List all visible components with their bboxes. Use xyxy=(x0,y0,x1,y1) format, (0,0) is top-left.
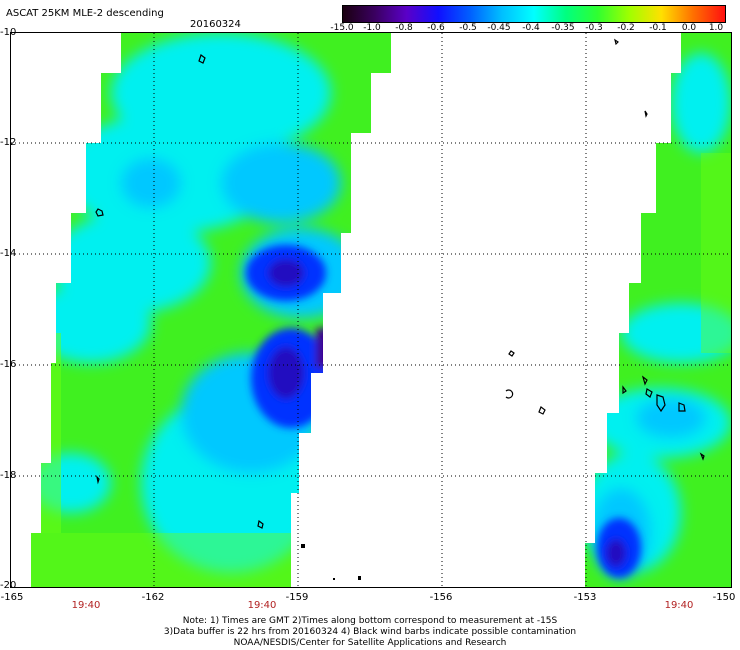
lat-label: -12 xyxy=(0,137,17,148)
lat-label: -10 xyxy=(0,27,17,38)
note-line: NOAA/NESDIS/Center for Satellite Applica… xyxy=(233,638,507,648)
lon-label: -153 xyxy=(573,592,597,603)
note-line: Note: 1) Times are GMT 2)Times along bot… xyxy=(182,616,558,626)
product-date: 20160324 xyxy=(190,19,241,30)
time-label: 19:40 xyxy=(664,600,694,611)
lat-label: -14 xyxy=(0,248,17,259)
eastern-swath xyxy=(585,33,731,587)
note-line: 3)Data buffer is 22 hrs from 20160324 4)… xyxy=(163,627,577,637)
lon-label: -165 xyxy=(0,592,24,603)
colorbar-label: -0.45 xyxy=(487,23,511,33)
product-title: ASCAT 25KM MLE-2 descending xyxy=(6,8,164,19)
small-islands xyxy=(301,544,361,580)
lat-label: -18 xyxy=(0,470,17,481)
map-plot-area xyxy=(10,32,732,588)
colorbar-label: -0.1 xyxy=(649,23,667,33)
colorbar-label: -0.2 xyxy=(617,23,635,33)
colorbar-label: -0.4 xyxy=(522,23,540,33)
lat-label: -20 xyxy=(0,580,17,591)
colorbar-labels: -15.0 -1.0 -0.8 -0.6 -0.5 -0.45 -0.4 -0.… xyxy=(330,23,724,35)
colorbar-label: -0.3 xyxy=(585,23,603,33)
time-label: 19:40 xyxy=(71,600,101,611)
footnotes: Note: 1) Times are GMT 2)Times along bot… xyxy=(0,616,740,649)
colorbar-label: -0.35 xyxy=(551,23,575,33)
lon-label: -156 xyxy=(429,592,453,603)
lat-label: -16 xyxy=(0,359,17,370)
colorbar-fill xyxy=(343,6,725,22)
lon-label: -150 xyxy=(712,592,736,603)
lon-label: -162 xyxy=(141,592,165,603)
colorbar-label: -0.5 xyxy=(459,23,477,33)
colorbar-label: -0.6 xyxy=(427,23,445,33)
graticule xyxy=(11,33,731,587)
island-outlines xyxy=(95,38,705,529)
colorbar-gradient xyxy=(343,6,725,22)
colorbar-label: -15.0 xyxy=(330,23,354,33)
western-swath xyxy=(31,33,391,587)
colorbar-label: -1.0 xyxy=(363,23,381,33)
lon-label: -159 xyxy=(285,592,309,603)
colorbar-label: 1.0 xyxy=(708,23,724,33)
map-svg xyxy=(11,33,731,587)
colorbar-label: 0.0 xyxy=(681,23,697,33)
colorbar xyxy=(342,5,726,23)
time-label: 19:40 xyxy=(247,600,277,611)
colorbar-label: -0.8 xyxy=(395,23,413,33)
